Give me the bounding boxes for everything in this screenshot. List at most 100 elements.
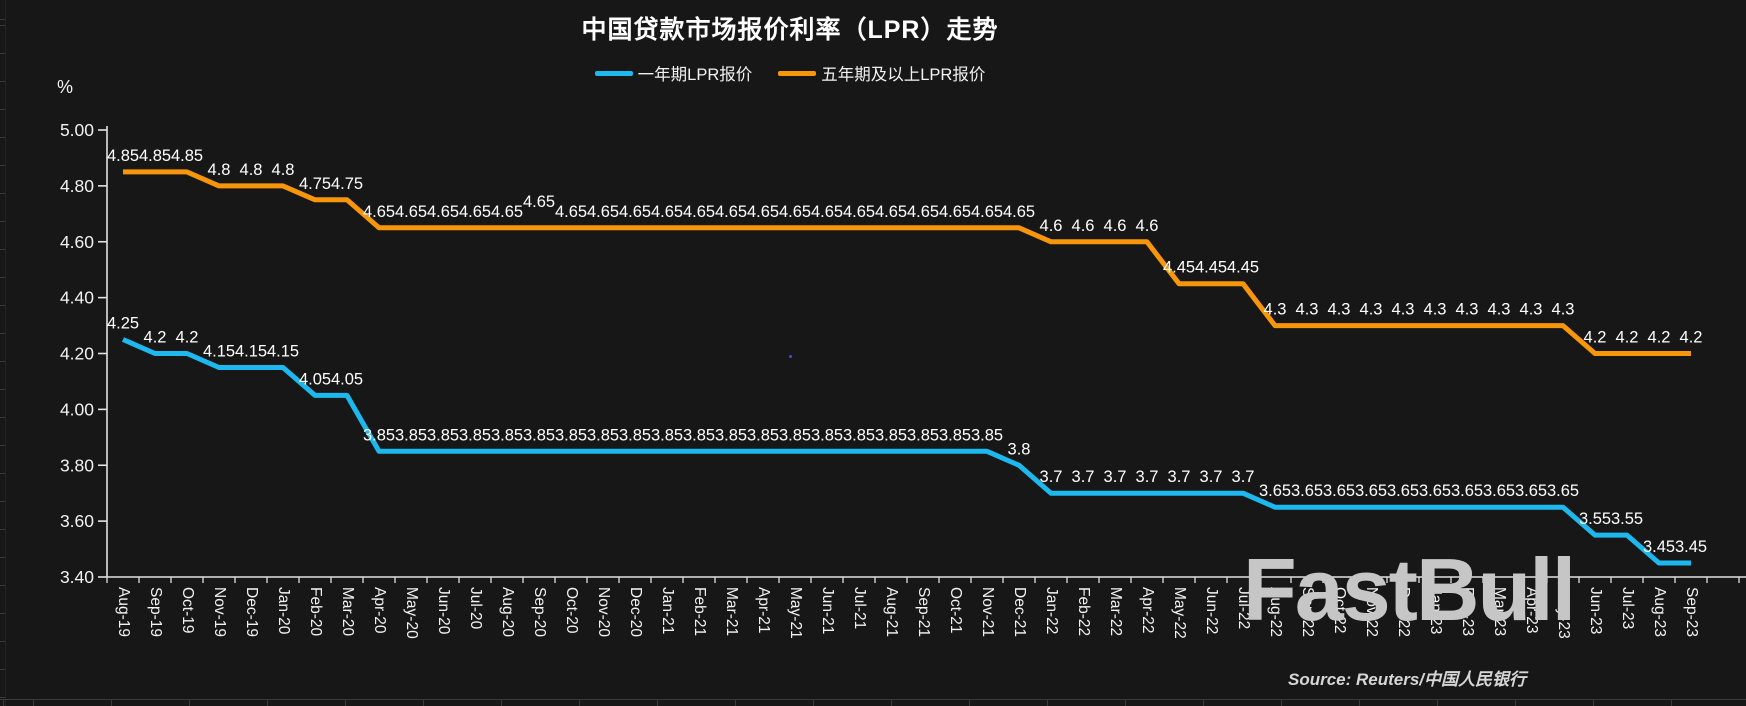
x-axis-label: Mar-22: [1107, 587, 1124, 636]
data-label: 3.65: [1323, 482, 1355, 500]
x-axis-label: Jun-22: [1203, 587, 1220, 634]
data-label: 4.2: [176, 329, 199, 347]
data-label: 4.65: [491, 203, 523, 221]
x-axis-label: Oct-20: [563, 587, 580, 634]
data-label: 3.7: [1168, 468, 1191, 486]
data-label: 3.45: [1643, 538, 1675, 556]
x-axis-label: Sep-20: [531, 587, 548, 637]
data-label: 4.75: [331, 175, 363, 193]
series-line-0: [121, 337, 1691, 566]
data-label: 4.65: [843, 203, 875, 221]
data-label: 4.2: [1584, 329, 1607, 347]
data-label: 3.45: [1675, 538, 1707, 556]
data-label: 3.85: [395, 426, 427, 444]
data-label: 3.85: [747, 426, 779, 444]
data-label: 4.2: [1680, 329, 1703, 347]
y-tick-label: 4.40: [60, 288, 94, 308]
x-axis-label: Jan-22: [1043, 587, 1060, 634]
y-tick-label: 4.00: [60, 399, 94, 419]
data-label: 4.8: [272, 161, 295, 179]
data-label: 3.85: [427, 426, 459, 444]
data-label: 4.3: [1424, 301, 1447, 319]
x-axis-label: Jan-21: [659, 587, 676, 634]
data-label: 4.3: [1360, 301, 1383, 319]
data-label: 4.65: [971, 203, 1003, 221]
data-label: 4.65: [427, 203, 459, 221]
x-axis-label: Apr-20: [371, 587, 388, 634]
x-axis-label: Dec-21: [1011, 587, 1028, 637]
x-axis-label: Oct-22: [1331, 587, 1348, 634]
data-label: 3.7: [1040, 468, 1063, 486]
x-axis-label: Feb-20: [307, 587, 324, 636]
data-label: 4.25: [107, 315, 139, 333]
x-axis-label: Feb-22: [1075, 587, 1092, 636]
legend-label-1y: 一年期LPR报价: [637, 66, 753, 84]
x-axis-label: Jul-22: [1235, 587, 1252, 629]
data-label: 4.85: [139, 147, 171, 165]
data-label: 4.65: [619, 203, 651, 221]
left-spreadsheet-gridlines: [0, 0, 6, 706]
chart-title: 中国贷款市场报价利率（LPR）走势: [581, 16, 999, 44]
x-axis-label: Jan-23: [1427, 587, 1444, 634]
series-line-1: [123, 169, 1691, 356]
data-label: 4.6: [1104, 217, 1127, 235]
data-label: 4.65: [939, 203, 971, 221]
x-axis-label: Dec-19: [243, 587, 260, 637]
x-axis-label: Sep-19: [147, 587, 164, 637]
data-label: 3.65: [1259, 482, 1291, 500]
data-label: 3.65: [1451, 482, 1483, 500]
data-label: 4.8: [208, 161, 231, 179]
fastbull-watermark: FastBull: [1243, 540, 1576, 639]
legend-item-1y: 一年期LPR报价: [594, 61, 753, 85]
data-label: 3.85: [555, 426, 587, 444]
legend-item-5y: 五年期及以上LPR报价: [778, 61, 985, 85]
data-label: 4.15: [203, 342, 235, 360]
data-label: 4.05: [299, 370, 331, 388]
data-label: 4.3: [1456, 301, 1479, 319]
y-tick-label: 3.40: [60, 567, 94, 587]
stray-blue-dot: [789, 355, 792, 358]
x-axis-label: May-20: [403, 587, 420, 639]
data-label: 4.15: [267, 342, 299, 360]
data-label: 4.45: [1163, 259, 1195, 277]
legend-line-icon-1y: [594, 70, 633, 76]
legend-label-5y: 五年期及以上LPR报价: [821, 66, 986, 84]
x-axis-label: Jul-21: [851, 587, 868, 629]
data-label: 3.65: [1515, 482, 1547, 500]
x-axis-label: Jun-23: [1587, 587, 1604, 634]
data-label: 3.55: [1611, 510, 1643, 528]
data-label: 4.3: [1488, 301, 1511, 319]
x-axis-label: Mar-20: [339, 587, 356, 636]
data-label: 4.6: [1040, 217, 1063, 235]
data-label: 3.65: [1483, 482, 1515, 500]
x-axis-label: Aug-22: [1267, 587, 1284, 637]
data-label: 4.45: [1195, 259, 1227, 277]
y-axis-unit-label: %: [57, 77, 74, 97]
data-label: 3.85: [907, 426, 939, 444]
x-axis-label: Feb-21: [691, 587, 708, 636]
data-label: 4.65: [523, 193, 555, 211]
data-label: 3.85: [811, 426, 843, 444]
data-label: 4.2: [1648, 329, 1671, 347]
data-label: 3.7: [1072, 468, 1095, 486]
data-label: 3.85: [523, 426, 555, 444]
x-axis-label: Apr-22: [1139, 587, 1156, 634]
data-label: 3.85: [363, 426, 395, 444]
data-label: 4.3: [1552, 301, 1575, 319]
data-label: 3.65: [1291, 482, 1323, 500]
x-axis-label: Oct-21: [947, 587, 964, 634]
x-axis-label: Jan-20: [275, 587, 292, 635]
data-label: 3.85: [843, 426, 875, 444]
y-tick-label: 3.80: [60, 455, 94, 475]
data-label: 4.6: [1136, 217, 1159, 235]
x-axis-label: Aug-23: [1651, 587, 1668, 637]
data-label: 4.65: [907, 203, 939, 221]
data-label: 4.3: [1264, 301, 1287, 319]
data-label: 3.7: [1200, 468, 1223, 486]
x-axis-label: Dec-22: [1395, 587, 1412, 637]
data-label: 4.65: [1003, 203, 1035, 221]
data-label: 4.6: [1072, 217, 1095, 235]
x-axis-label: Apr-21: [755, 587, 772, 634]
